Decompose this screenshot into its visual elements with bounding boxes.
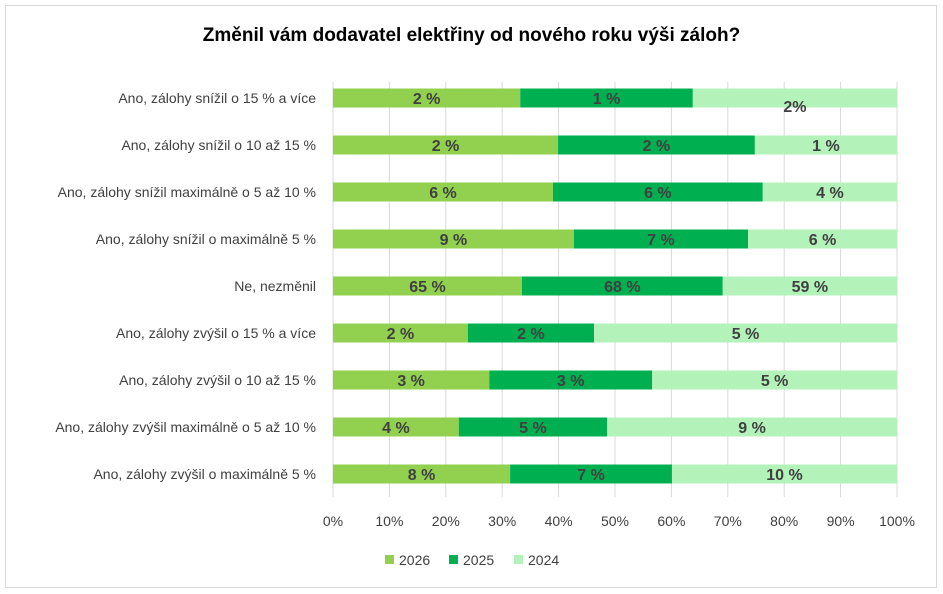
data-label: 9 % (738, 420, 766, 437)
legend-label: 2024 (528, 552, 559, 568)
x-tick-label: 10% (375, 513, 403, 529)
bar-segment-2025 (510, 464, 672, 484)
bar-segment-2024 (652, 370, 897, 390)
data-label: 10 % (766, 467, 802, 484)
legend-marker-2024 (514, 555, 523, 564)
chart-title: Změnil vám dodavatel elektřiny od nového… (202, 25, 741, 46)
data-label: 5 % (519, 420, 547, 437)
bar-segment-2026 (333, 88, 521, 108)
data-label: 2 % (387, 326, 415, 343)
legend-marker-2026 (385, 555, 394, 564)
data-label: 2 % (517, 326, 545, 343)
x-tick-label: 70% (714, 513, 742, 529)
bar-segment-2025 (458, 417, 608, 437)
x-tick-label: 80% (770, 513, 798, 529)
chart-frame (5, 5, 937, 588)
bar-segment-2025 (552, 182, 763, 202)
data-label: 6 % (429, 185, 457, 202)
bar-segment-2026 (333, 417, 459, 437)
data-label: 4 % (816, 185, 844, 202)
legend-label: 2026 (399, 552, 430, 568)
data-label: 59 % (792, 279, 828, 296)
bar-segment-2024 (692, 88, 897, 108)
bar-segment-2026 (333, 464, 511, 484)
bar-segment-2024 (754, 135, 897, 155)
bar-segment-2024 (762, 182, 897, 202)
data-label: 2 % (432, 138, 460, 155)
data-label: 2% (783, 99, 806, 116)
data-label: 3 % (397, 373, 425, 390)
data-label: 1 % (812, 138, 840, 155)
bar-segment-2025 (489, 370, 653, 390)
bar-segment-2024 (748, 229, 897, 249)
data-label: 1 % (593, 91, 621, 108)
bar-segment-2025 (521, 276, 723, 296)
data-label: 6 % (644, 185, 672, 202)
category-label: Ano, zálohy zvýšil maximálně o 5 až 10 % (55, 419, 316, 435)
x-tick-label: 50% (601, 513, 629, 529)
category-label: Ne, nezměnil (234, 278, 316, 294)
category-label: Ano, zálohy snížil o maximálně 5 % (96, 231, 316, 247)
bar-segment-2026 (333, 135, 559, 155)
data-label: 5 % (761, 373, 789, 390)
data-label: 8 % (408, 467, 436, 484)
data-label: 7 % (577, 467, 605, 484)
data-label: 65 % (409, 279, 445, 296)
x-tick-label: 40% (545, 513, 573, 529)
data-label: 2 % (643, 138, 671, 155)
bar-segment-2025 (573, 229, 749, 249)
x-tick-label: 90% (827, 513, 855, 529)
legend-marker-2025 (449, 555, 458, 564)
bar-segment-2026 (333, 323, 468, 343)
data-label: 2 % (413, 91, 441, 108)
category-label: Ano, zálohy zvýšil o 15 % a více (116, 325, 316, 341)
bar-segment-2024 (722, 276, 897, 296)
category-label: Ano, zálohy snížil maximálně o 5 až 10 % (58, 184, 316, 200)
x-tick-label: 20% (432, 513, 460, 529)
data-label: 5 % (732, 326, 760, 343)
legend-label: 2025 (463, 552, 494, 568)
bar-segment-2025 (467, 323, 595, 343)
data-label: 3 % (557, 373, 585, 390)
x-tick-label: 60% (657, 513, 685, 529)
x-tick-label: 0% (323, 513, 343, 529)
bar-segment-2026 (333, 370, 490, 390)
data-label: 9 % (440, 232, 468, 249)
bar-segment-2026 (333, 182, 553, 202)
bar-segment-2024 (607, 417, 897, 437)
category-label: Ano, zálohy snížil o 15 % a více (118, 90, 316, 106)
bar-segment-2026 (333, 229, 574, 249)
category-label: Ano, zálohy zvýšil o maximálně 5 % (93, 466, 316, 482)
bar-segment-2025 (558, 135, 755, 155)
bar-segment-2025 (520, 88, 693, 108)
x-tick-label: 30% (488, 513, 516, 529)
data-label: 6 % (809, 232, 837, 249)
category-label: Ano, zálohy snížil o 10 až 15 % (121, 137, 316, 153)
category-label: Ano, zálohy zvýšil o 10 až 15 % (119, 372, 316, 388)
bar-segment-2024 (671, 464, 897, 484)
data-label: 68 % (604, 279, 640, 296)
data-label: 7 % (647, 232, 675, 249)
bar-segment-2024 (594, 323, 897, 343)
x-tick-label: 100% (879, 513, 915, 529)
data-label: 4 % (382, 420, 410, 437)
bar-segment-2026 (333, 276, 522, 296)
